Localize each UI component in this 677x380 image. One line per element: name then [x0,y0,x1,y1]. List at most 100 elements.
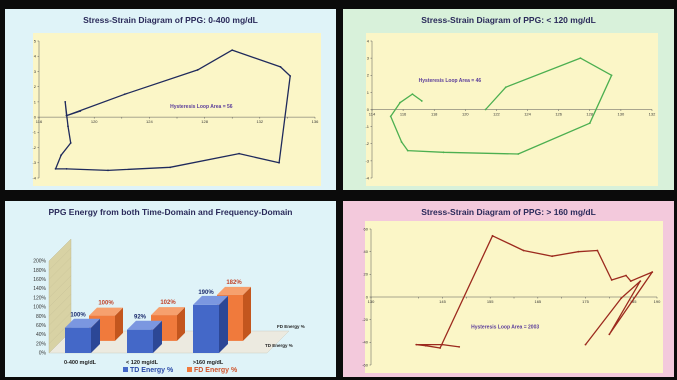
y-tick-label: -40 [362,340,369,345]
td-bar-value-label: 92% [134,315,147,321]
x-tick-label: 155 [487,299,494,304]
data-point [238,152,241,155]
td-bar [127,329,153,353]
y-tick-label: 0 [366,294,369,299]
y-tick-label: 80% [36,314,47,320]
y-tick-label: 3 [367,56,370,61]
data-point [584,343,587,346]
x-tick-label: 122 [493,112,500,117]
x-tick-label: 124 [146,119,153,124]
data-point [442,151,445,154]
hysteresis-annotation: Hysteresis Loop Area = 56 [170,104,233,110]
grid-line [48,275,72,298]
grid-line [48,257,72,280]
legend-label: FD Energy % [194,367,238,374]
chart-panel-0-400: Stress-Strain Diagram of PPG: 0-400 mg/d… [5,9,336,190]
data-point [420,100,423,102]
chart-panel-gt-160: Stress-Strain Diagram of PPG: > 160 mg/d… [343,201,674,377]
series-line [54,49,291,172]
grid-line [48,303,72,326]
y-tick-label: 120% [33,295,46,301]
y-tick-label: 0 [367,107,370,112]
td-bar-side [91,318,100,353]
fd-bar-top [89,307,123,316]
td-bar-value-label: 190% [198,290,214,296]
chart-panel-lt-120: Stress-Strain Diagram of PPG: < 120 mg/d… [343,9,674,190]
y-tick-label: 200% [33,259,46,265]
data-point [67,125,69,128]
data-point [406,149,409,152]
x-tick-label: 116 [36,119,43,124]
data-point [415,343,418,346]
x-tick-label: 132 [649,112,656,117]
y-tick-label: 20% [36,341,47,347]
plot-area: -4 -3 -2 -1 0 1 2 3 4 114 116 118 120 122 124 126 128 130… [365,33,658,186]
fd-bar-side [177,307,185,341]
legend-swatch [187,367,192,372]
y-tick-label: -4 [365,175,369,180]
data-point [79,110,82,112]
data-point [579,57,582,60]
y-tick-label: -60 [362,362,369,367]
x-category-label: 0-400 mg/dL [64,360,97,366]
data-point [60,154,62,157]
data-point [65,114,68,117]
data-point [610,279,613,281]
legend-swatch [123,367,128,372]
y-tick-label: -3 [32,160,36,165]
x-tick-label: 136 [312,119,319,124]
y-tick-label: 2 [34,84,37,89]
y-tick-label: 4 [367,38,370,43]
x-tick-label: 128 [586,112,593,117]
data-point [484,108,487,111]
y-tick-label: 1 [367,90,370,95]
chart-title: PPG Energy from both Time-Domain and Fre… [48,207,293,217]
fd-bar-side [115,307,123,341]
depth-label-fd: FD Energy % [277,324,305,329]
data-point [231,49,234,52]
stress-strain-chart-lt-120: -4 -3 -2 -1 0 1 2 3 4 114 116 118 120 122 124 126 128 130… [365,38,656,180]
x-tick-label: 128 [201,119,208,124]
chart-title: Stress-Strain Diagram of PPG: < 120 mg/d… [421,15,596,25]
data-point [424,344,427,347]
data-point [64,100,67,103]
hysteresis-annotation: Hysteresis Loop Area = 2003 [471,325,539,331]
y-tick-label: 0% [39,351,47,357]
chart-title: Stress-Strain Diagram of PPG: 0-400 mg/d… [83,15,258,25]
data-point [54,167,57,170]
grid-line [48,284,72,308]
fd-bar-top [217,286,251,295]
data-point [196,69,199,71]
data-point [400,141,403,143]
energy-bar-chart: 0% 20% 40% 60% 80% 100% 120% 140% 160% 180% 200% 10… [33,238,305,374]
y-tick-label: 40% [36,332,47,338]
td-bar-top [127,320,162,330]
y-tick-label: -1 [365,124,369,129]
grid-line [48,312,72,335]
data-point [123,93,126,96]
data-point [169,166,172,169]
x-tick-label: 120 [91,119,98,124]
grid-line [48,248,72,271]
data-point [608,333,611,336]
plot-area: -60 -40 -20 0 20 40 60 130 145 155 165 175 185 190 Hys… [362,221,663,373]
x-tick-label: 165 [534,299,541,304]
hysteresis-annotation: Hysteresis Loop Area = 46 [419,78,482,84]
data-point [596,249,599,252]
x-tick-label: 185 [630,299,637,304]
stress-strain-chart-gt-160: -60 -40 -20 0 20 40 60 130 145 155 165 175 185 190 Hys… [362,226,661,367]
data-point [389,115,392,118]
x-tick-label: 175 [582,299,589,304]
data-point [629,280,632,283]
chart-panel-energy: PPG Energy from both Time-Domain and Fre… [5,201,336,377]
fd-bar-value-label: 100% [98,301,114,307]
plot-area: -4 -3 -2 -1 0 1 2 3 4 5 116 120 124 128 132 136 Hysteres… [32,33,321,186]
stress-strain-chart-0-400: -4 -3 -2 -1 0 1 2 3 4 5 116 120 124 128 132 136 Hysteres… [32,38,319,180]
td-bar-top [65,318,100,328]
y-tick-label: 0 [34,115,37,120]
td-bar-value-label: 100% [70,313,86,319]
y-tick-label: 4 [34,54,37,59]
legend-label: TD Energy % [130,367,174,374]
grid-line [48,294,72,317]
depth-label-td: TD Energy % [265,343,293,348]
